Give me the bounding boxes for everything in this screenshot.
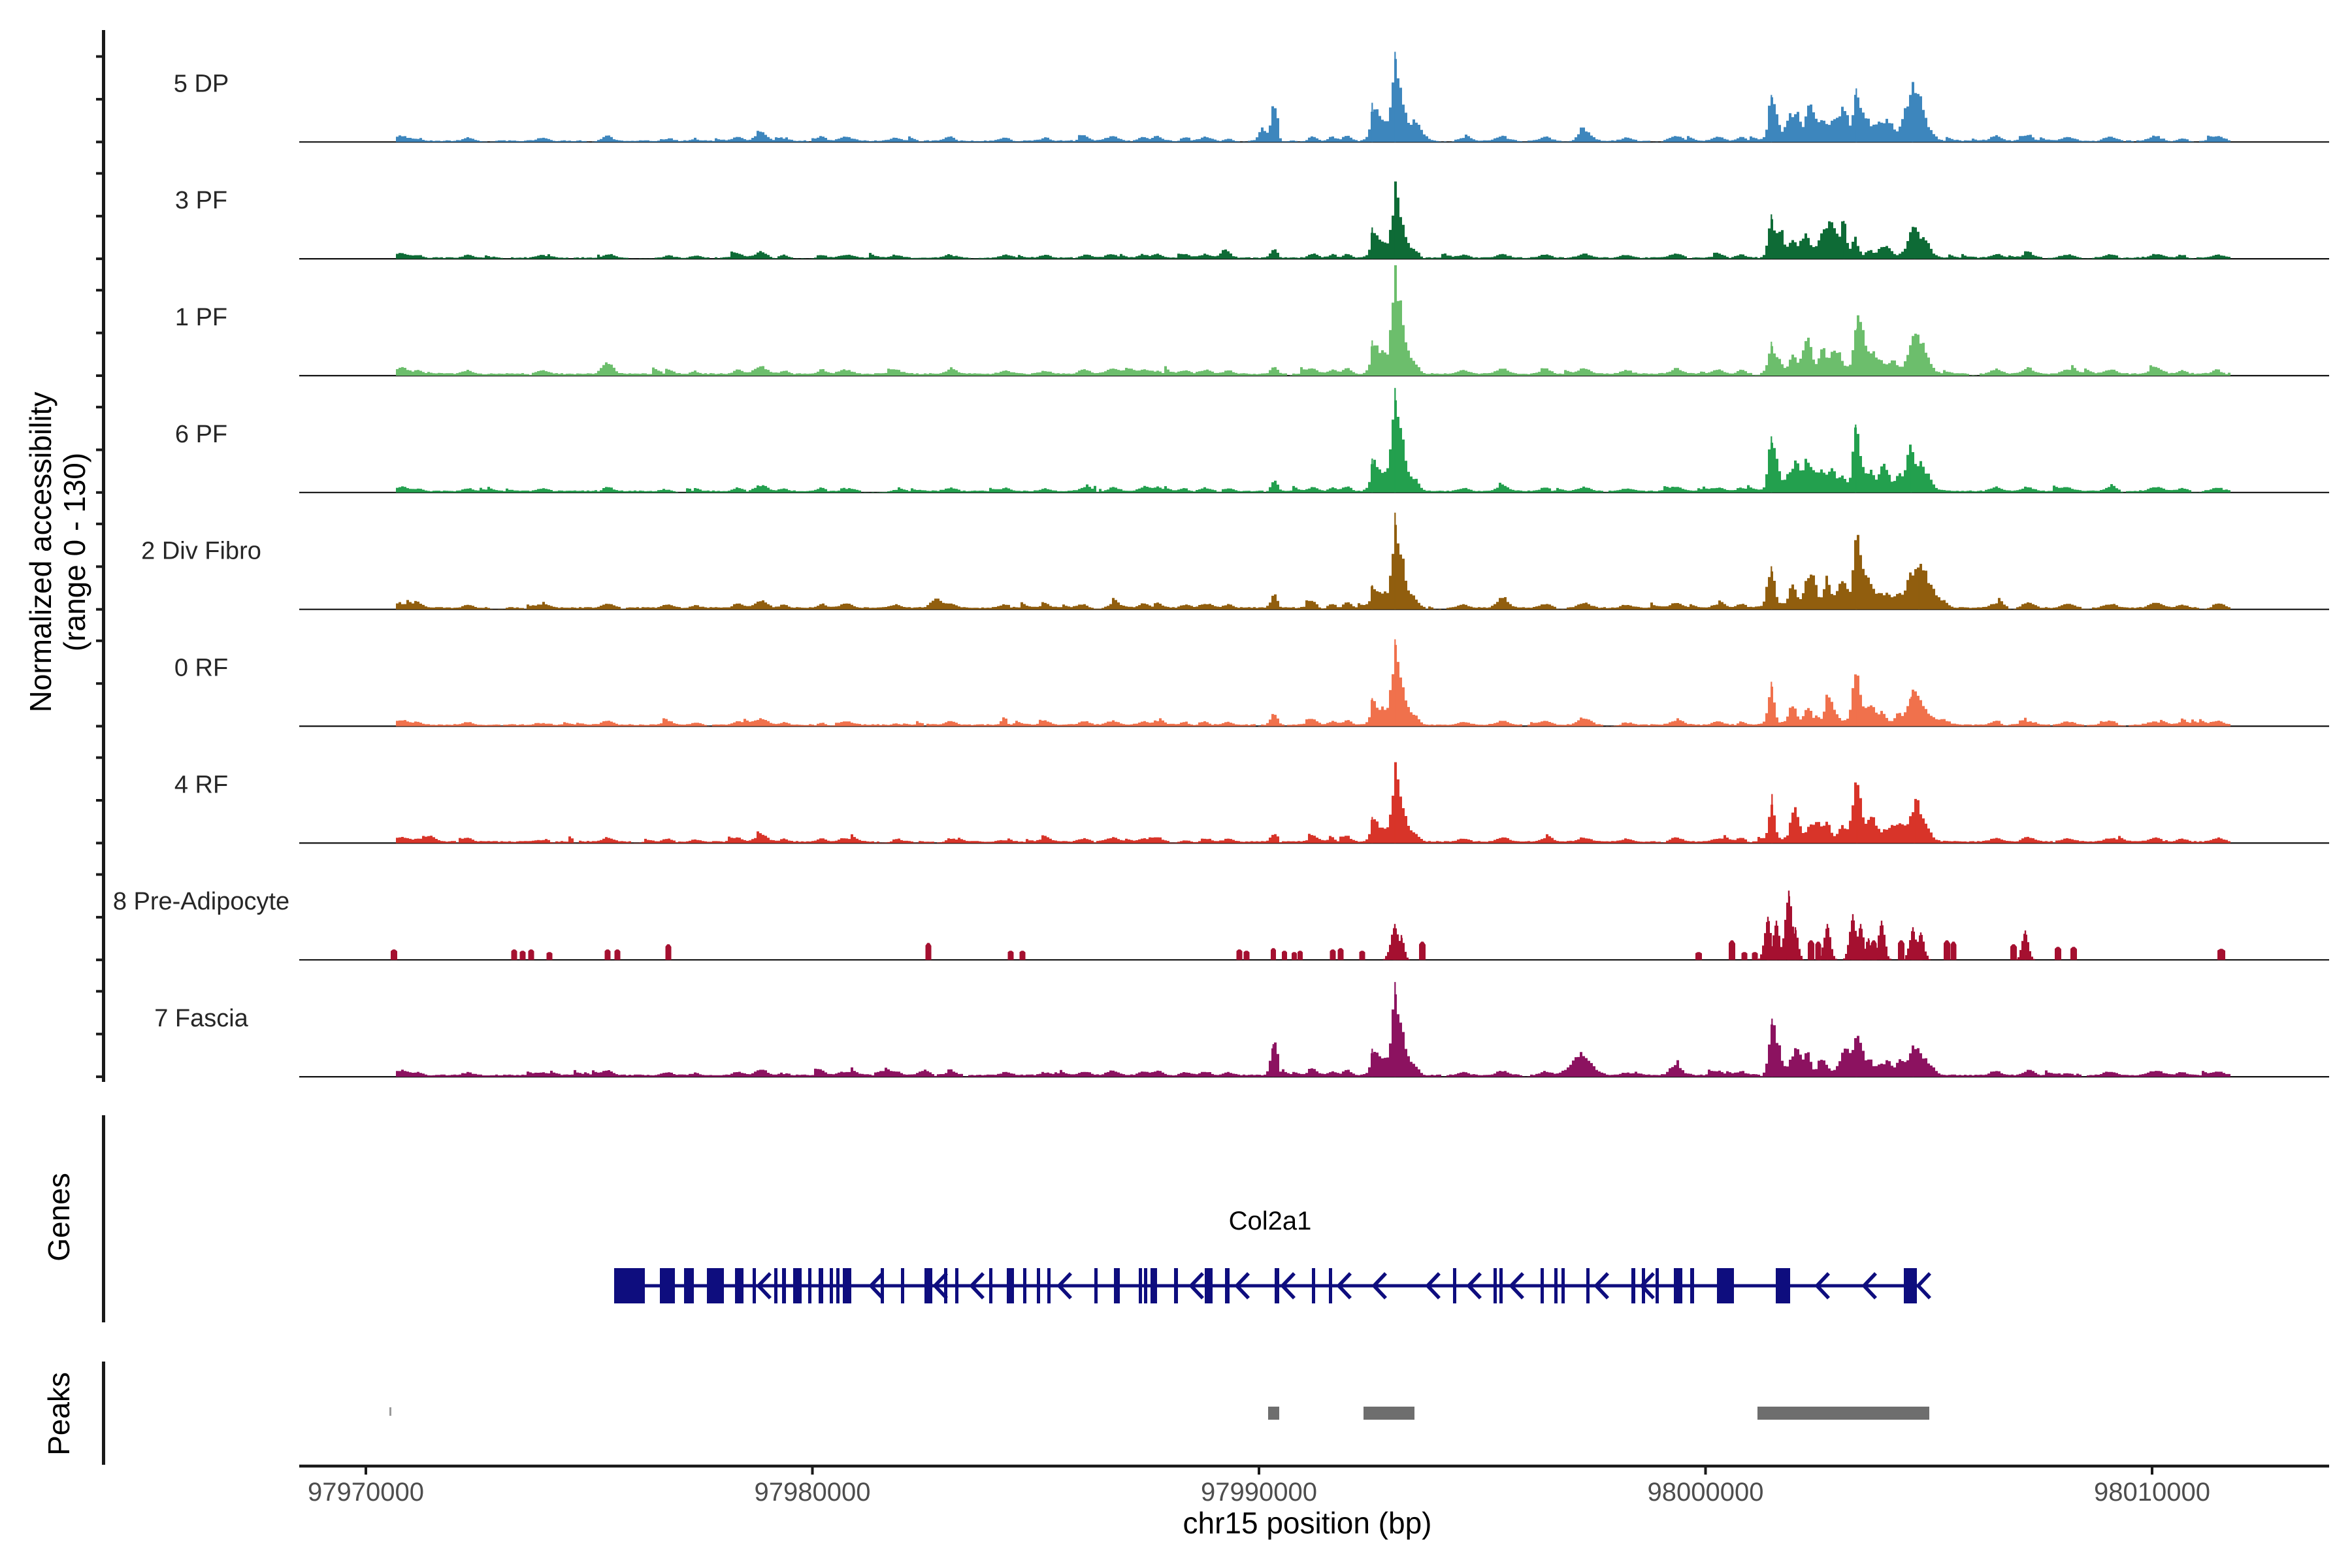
svg-text:97970000: 97970000 xyxy=(308,1478,424,1507)
svg-text:8 Pre-Adipocyte: 8 Pre-Adipocyte xyxy=(113,888,289,915)
svg-text:97990000: 97990000 xyxy=(1201,1478,1317,1507)
svg-text:6 PF: 6 PF xyxy=(175,421,227,448)
svg-text:Normalized accessibility: Normalized accessibility xyxy=(24,392,57,713)
svg-text:1 PF: 1 PF xyxy=(175,304,227,331)
svg-text:2 Div Fibro: 2 Div Fibro xyxy=(141,538,261,565)
svg-text:Peaks: Peaks xyxy=(42,1372,76,1456)
svg-text:98010000: 98010000 xyxy=(2094,1478,2210,1507)
svg-text:4 RF: 4 RF xyxy=(174,771,228,798)
svg-text:Col2a1: Col2a1 xyxy=(1229,1207,1312,1235)
svg-text:0 RF: 0 RF xyxy=(174,655,228,682)
svg-text:97980000: 97980000 xyxy=(755,1478,871,1507)
svg-text:3 PF: 3 PF xyxy=(175,187,227,214)
svg-text:(range 0 - 130): (range 0 - 130) xyxy=(57,453,91,651)
svg-text:7 Fascia: 7 Fascia xyxy=(154,1005,248,1032)
svg-text:5 DP: 5 DP xyxy=(174,70,229,97)
svg-text:chr15 position (bp): chr15 position (bp) xyxy=(1183,1506,1432,1540)
svg-text:98000000: 98000000 xyxy=(1648,1478,1764,1507)
svg-text:Genes: Genes xyxy=(42,1173,76,1262)
